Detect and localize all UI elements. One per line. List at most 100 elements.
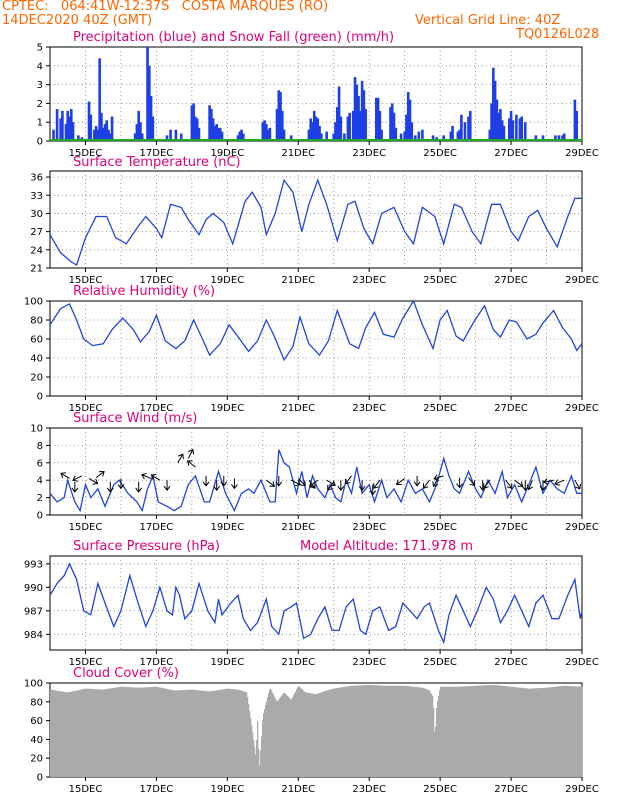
precip-bar — [362, 90, 366, 141]
cloud-bar — [112, 688, 114, 777]
precip-bar — [421, 129, 424, 141]
wind-arrow — [514, 479, 524, 487]
precip-bar — [414, 135, 417, 141]
cloud-bar — [335, 688, 337, 777]
cloud-bar — [79, 689, 81, 777]
cloud-bar — [525, 688, 527, 777]
precip-bar — [534, 135, 538, 141]
precip-bar — [495, 99, 499, 141]
wind-arrow — [483, 479, 491, 489]
y-tick-label: 10 — [30, 424, 43, 435]
x-tick-label: 29DEC — [565, 522, 599, 533]
precip-bar — [133, 133, 137, 141]
cloud-bar — [511, 686, 513, 777]
cloud-bar — [462, 686, 464, 777]
x-tick-label: 27DEC — [494, 403, 528, 414]
panel-cloud: 0 20 40 60 80 100 15DEC 17DEC 19DEC 21DEC 23DEC 25D… — [24, 679, 599, 796]
precip-bar — [281, 110, 284, 141]
precip-bar — [312, 110, 316, 141]
precip-bar — [389, 107, 392, 141]
cloud-bar — [429, 690, 431, 777]
precip-bar — [451, 125, 454, 141]
x-tick-label: 27DEC — [494, 784, 528, 795]
cloud-bar — [563, 685, 565, 777]
cloud-bar — [504, 686, 506, 777]
cloud-bar — [406, 686, 408, 777]
cloud-bar — [196, 690, 198, 777]
cloud-bar — [50, 689, 52, 777]
wind-arrow-shaft — [309, 479, 319, 487]
wind-arrow — [337, 480, 345, 492]
wind-arrow — [177, 453, 184, 464]
cloud-bar — [203, 690, 205, 777]
cloud-bar — [415, 686, 417, 777]
cloud-bar — [578, 686, 580, 777]
cloud-bar — [556, 686, 558, 777]
cloud-bar — [183, 690, 185, 777]
precip-bar — [236, 135, 240, 141]
cloud-bar — [469, 686, 471, 777]
wind-arrow-shaft — [72, 475, 83, 481]
wind-arrow-head — [309, 483, 316, 489]
cloud-bar — [366, 685, 368, 777]
cloud-bar — [444, 686, 446, 777]
cloud-bar — [236, 689, 238, 777]
cloud-bar — [245, 691, 247, 777]
cloud-bar — [502, 685, 504, 777]
wind-arrow-head — [554, 479, 560, 486]
cloud-bar — [240, 690, 242, 777]
cloud-bar — [463, 686, 465, 777]
precip-bar — [523, 122, 527, 141]
cloud-bar — [63, 691, 65, 777]
cloud-bar — [69, 692, 71, 777]
y-tick-label: 27 — [30, 227, 43, 238]
precip-bar — [332, 133, 336, 141]
x-tick-label: 27DEC — [494, 522, 528, 533]
wind-arrow — [526, 480, 534, 491]
x-tick-label: 23DEC — [352, 148, 386, 159]
cloud-bar — [89, 688, 91, 777]
cloud-bar — [189, 689, 191, 777]
cloud-bar — [155, 686, 157, 777]
cloud-bar — [75, 690, 77, 777]
wind-arrow — [88, 478, 99, 485]
cloud-bar — [86, 688, 88, 777]
cloud-bar — [375, 685, 377, 777]
precip-bar — [282, 129, 286, 141]
wind-arrow-shaft — [187, 449, 194, 459]
cloud-bar — [133, 687, 135, 777]
cloud-bar — [482, 685, 484, 777]
precip-bar — [148, 65, 151, 141]
x-tick-label: 29DEC — [565, 275, 599, 286]
cloud-bar — [266, 701, 268, 777]
wind-arrow — [202, 475, 210, 487]
cloud-bar — [139, 687, 141, 777]
cloud-bar — [281, 695, 283, 777]
cloud-bar — [314, 694, 316, 777]
cloud-bar — [441, 686, 443, 777]
precip-bar — [520, 116, 524, 141]
wind-arrow-head — [469, 480, 476, 487]
cloud-bar — [282, 694, 284, 777]
cloud-bar — [403, 685, 405, 777]
cloud-bar — [488, 685, 490, 777]
cloud-bar — [492, 684, 494, 777]
precip-bar — [241, 133, 245, 141]
wind-arrow-head — [369, 490, 377, 496]
wind-arrow-head — [163, 485, 171, 492]
precip-bar — [405, 114, 408, 141]
cloud-bar — [534, 688, 536, 777]
cloud-bar — [402, 685, 404, 777]
cloud-bar — [217, 690, 219, 777]
precip-bar — [492, 67, 495, 141]
cloud-bar — [392, 685, 394, 777]
cloud-bar — [554, 686, 556, 777]
cloud-bar — [349, 686, 351, 777]
precip-bar — [460, 114, 463, 141]
cloud-bar — [171, 689, 173, 777]
cloud-bar — [227, 688, 229, 777]
x-tick-label: 15DEC — [69, 784, 103, 795]
wind-arrow — [456, 477, 464, 489]
cloud-bar — [419, 687, 421, 777]
cloud-bar — [205, 691, 207, 777]
